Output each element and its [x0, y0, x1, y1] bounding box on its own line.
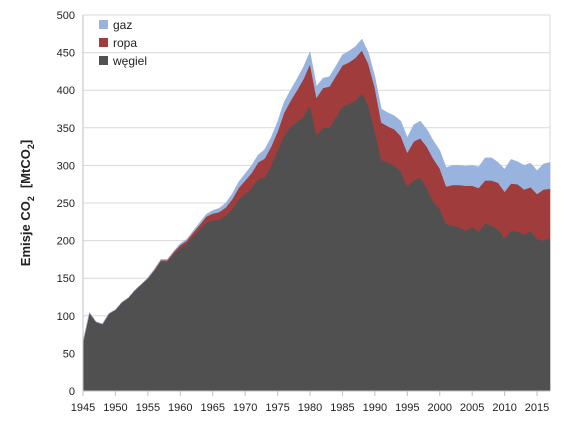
x-tick-label: 1970: [233, 402, 257, 414]
x-tick-label: 1965: [200, 402, 224, 414]
y-tick-label: 200: [57, 236, 75, 248]
y-tick-label: 50: [63, 348, 75, 360]
x-tick-label: 1990: [363, 402, 387, 414]
x-tick-label: 1975: [265, 402, 289, 414]
x-tick-label: 2010: [492, 402, 516, 414]
y-tick-label: 450: [57, 48, 75, 60]
y-tick-label: 0: [69, 386, 75, 398]
legend-swatch: [99, 20, 108, 29]
legend-label: gaz: [113, 18, 132, 32]
x-tick-label: 1995: [395, 402, 419, 414]
x-tick-label: 1960: [168, 402, 192, 414]
x-tick-label: 1945: [71, 402, 95, 414]
legend-label: ropa: [113, 36, 137, 50]
x-tick-label: 1955: [136, 402, 160, 414]
y-tick-label: 100: [57, 311, 75, 323]
x-tick-label: 1980: [298, 402, 322, 414]
y-tick-label: 350: [57, 123, 75, 135]
area-series-1: [82, 92, 551, 392]
legend-swatch: [99, 38, 108, 47]
y-axis-label: Emisje CO2[MtCO2]: [18, 140, 36, 266]
y-tick-label: 400: [57, 85, 75, 97]
legend-swatch: [99, 56, 108, 65]
legend-label: węgiel: [112, 54, 147, 68]
y-tick-label: 500: [57, 10, 75, 22]
x-tick-label: 2015: [525, 402, 549, 414]
y-tick-labels: 0 50 100 150 200 250 300 350 400 450 500: [57, 10, 75, 398]
x-tick-labels: 1945 1950 1955 1960 1965 1970 1975 1980 1985 1990…: [71, 402, 550, 414]
x-tick-label: 1950: [103, 402, 127, 414]
axes: [82, 15, 550, 396]
y-tick-label: 150: [57, 273, 75, 285]
x-tick-label: 2005: [460, 402, 484, 414]
legend: gaz ropa węgiel: [99, 18, 147, 68]
y-tick-label: 300: [57, 160, 75, 172]
y-tick-label: 250: [57, 198, 75, 210]
x-tick-label: 1985: [330, 402, 354, 414]
plot-areas: [82, 38, 551, 392]
x-tick-label: 2000: [427, 402, 451, 414]
area-series-3: [82, 38, 551, 343]
